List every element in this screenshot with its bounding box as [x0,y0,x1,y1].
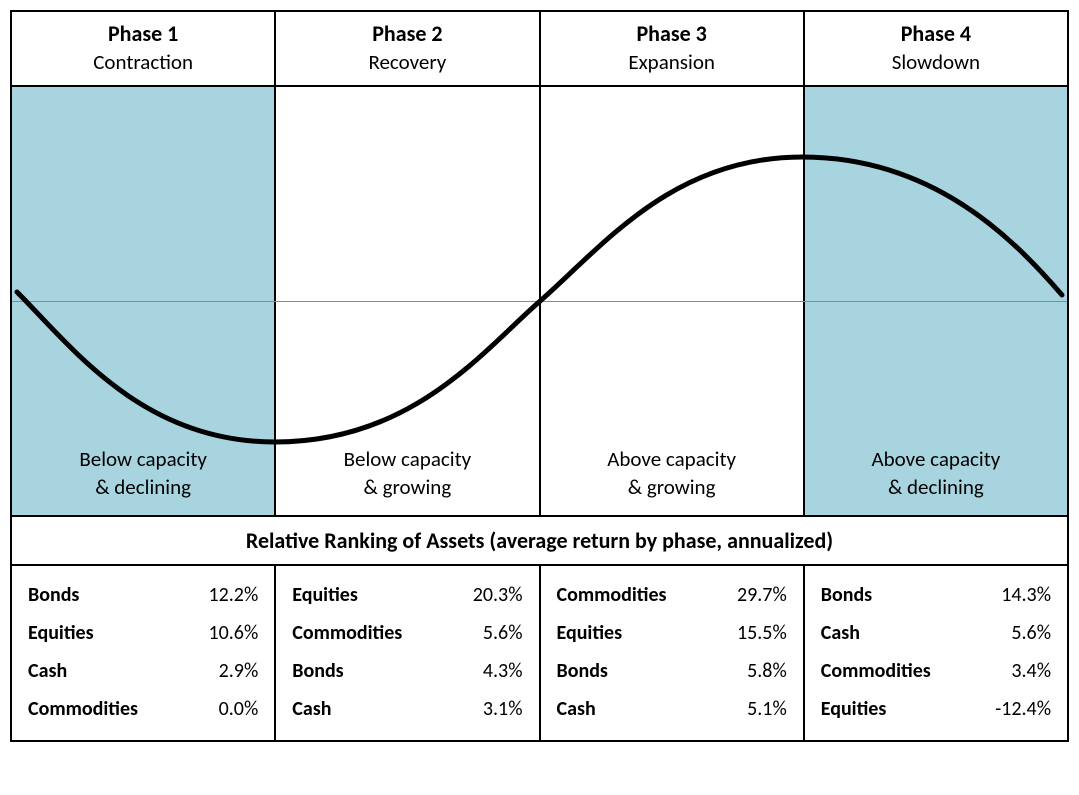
phase-header-3: Phase 3 Expansion [541,12,805,85]
phase-header-row: Phase 1 Contraction Phase 2 Recovery Pha… [12,12,1067,87]
asset-name: Commodities [557,583,667,607]
asset-value: 5.8% [747,659,787,683]
asset-value: 3.4% [1011,659,1051,683]
asset-value: 15.5% [737,621,787,645]
rank-row: Commodities 5.6% [288,614,526,652]
capacity-1-line2: & declining [95,474,191,500]
rank-row: Equities 10.6% [24,614,262,652]
asset-name: Equities [821,697,887,721]
rank-col-1: Bonds 12.2% Equities 10.6% Cash 2.9% Commod… [12,566,276,740]
asset-value: -12.4% [995,697,1051,721]
rank-row: Bonds 12.2% [24,576,262,614]
capacity-3-line1: Above capacity [607,446,736,472]
capacity-4-line1: Above capacity [872,446,1001,472]
asset-name: Commodities [821,659,931,683]
ranking-title: Relative Ranking of Assets (average retu… [12,517,1067,566]
phase-3-title: Phase 3 [545,20,799,47]
rank-col-2: Equities20.3% Commodities5.6% Bonds4.3% … [276,566,540,740]
capacity-label-1: Below capacity & declining [12,446,274,515]
phase-header-4: Phase 4 Slowdown [805,12,1067,85]
asset-name: Equities [292,583,358,607]
asset-name: Cash [292,697,331,721]
rank-row: Bonds 4.3% [288,652,526,690]
rank-row: Equities -12.4% [817,690,1055,728]
rank-row: Cash 5.1% [553,690,791,728]
asset-name: Bonds [557,659,608,683]
phase-4-title: Phase 4 [809,20,1063,47]
asset-value: 3.1% [483,697,523,721]
rank-row: Cash 2.9% [24,652,262,690]
asset-value: 29.7% [737,583,787,607]
rank-row: Cash 3.1% [288,690,526,728]
asset-name: Bonds [28,583,79,607]
asset-value: 20.3% [473,583,523,607]
asset-name: Cash [821,621,860,645]
asset-value: 5.6% [483,621,523,645]
asset-value: 4.3% [483,659,523,683]
rank-row: Commodities 29.7% [553,576,791,614]
ranking-table: Bonds 12.2% Equities 10.6% Cash 2.9% Commod… [12,566,1067,740]
asset-value: 2.9% [219,659,259,683]
asset-value: 5.1% [747,697,787,721]
rank-row: Commodities 3.4% [817,652,1055,690]
phase-2-subtitle: Recovery [280,49,534,75]
asset-value: 12.2% [208,583,258,607]
asset-name: Bonds [821,583,872,607]
capacity-2-line1: Below capacity [344,446,472,472]
rank-row: Bonds 5.8% [553,652,791,690]
rank-row: Commodities 0.0% [24,690,262,728]
rank-row: Cash 5.6% [817,614,1055,652]
rank-row: Bonds 14.3% [817,576,1055,614]
asset-name: Cash [28,659,67,683]
phase-2-title: Phase 2 [280,20,534,47]
capacity-1-line1: Below capacity [79,446,207,472]
capacity-label-3: Above capacity & growing [541,446,803,515]
asset-name: Commodities [292,621,402,645]
phase-1-subtitle: Contraction [16,49,270,75]
asset-value: 10.6% [208,621,258,645]
phase-header-2: Phase 2 Recovery [276,12,540,85]
chart-midline [12,301,1067,302]
asset-value: 0.0% [219,697,259,721]
cycle-chart-area: Below capacity & declining Below capacit… [12,87,1067,517]
asset-name: Equities [28,621,94,645]
capacity-2-line2: & growing [364,474,452,500]
capacity-label-4: Above capacity & declining [805,446,1067,515]
asset-value: 14.3% [1001,583,1051,607]
rank-row: Equities 15.5% [553,614,791,652]
capacity-3-line2: & growing [628,474,716,500]
phase-header-1: Phase 1 Contraction [12,12,276,85]
asset-value: 5.6% [1011,621,1051,645]
rank-col-3: Commodities 29.7% Equities 15.5% Bonds 5.8%… [541,566,805,740]
phase-1-title: Phase 1 [16,20,270,47]
capacity-4-line2: & declining [888,474,984,500]
asset-name: Equities [557,621,623,645]
asset-name: Commodities [28,697,138,721]
capacity-label-2: Below capacity & growing [276,446,538,515]
rank-row: Equities 20.3% [288,576,526,614]
phase-3-subtitle: Expansion [545,49,799,75]
asset-name: Cash [557,697,596,721]
economic-cycle-diagram: Phase 1 Contraction Phase 2 Recovery Pha… [10,10,1069,742]
asset-name: Bonds [292,659,343,683]
rank-col-4: Bonds 14.3% Cash 5.6% Commodities 3.4% Equi… [805,566,1067,740]
phase-4-subtitle: Slowdown [809,49,1063,75]
